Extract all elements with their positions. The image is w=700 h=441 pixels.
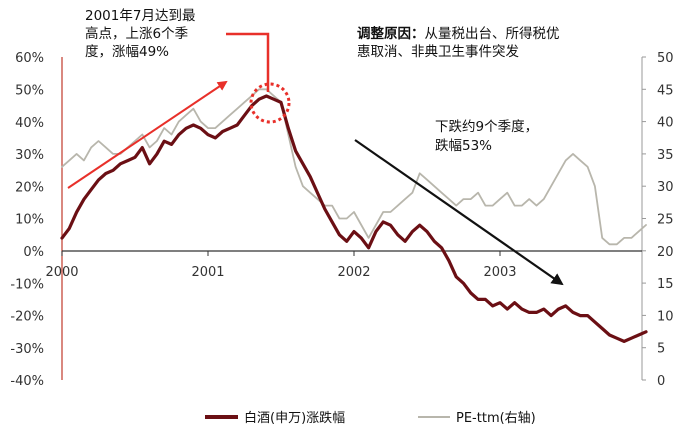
- legend-label-pe: PE-ttm(右轴): [456, 411, 536, 426]
- right-tick-label: 0: [657, 374, 665, 389]
- left-tick-label: 10%: [15, 213, 44, 228]
- left-tick-label: 40%: [15, 116, 44, 131]
- peak-annotation: 2001年7月达到最 高点，上涨6个季 度，涨幅49%: [67, 8, 291, 189]
- left-tick-label: 0%: [23, 245, 44, 260]
- right-tick-label: 45: [657, 83, 674, 98]
- peak-note-line-1: 2001年7月达到最: [85, 8, 196, 24]
- left-tick-label: -10%: [10, 277, 44, 292]
- left-tick-label: 20%: [15, 180, 44, 195]
- downtrend-arrow: [354, 139, 564, 286]
- decline-annotation: 下跌约9个季度， 跌幅53%: [354, 119, 564, 286]
- left-tick-label: -20%: [10, 310, 44, 325]
- left-axis-tick-labels: -40% -30% -20% -10% 0% 10% 20% 30% 40% 50% 60%: [10, 51, 44, 389]
- x-tick-label: 2002: [337, 265, 370, 280]
- svg-text:调整原因：从量税出台、所得税优: 调整原因：从量税出台、所得税优: [357, 25, 560, 42]
- peak-highlight-circle: [249, 82, 291, 124]
- decline-note-line-2: 跌幅53%: [435, 138, 492, 154]
- right-tick-label: 15: [657, 277, 674, 292]
- peak-note-line-3: 度，涨幅49%: [85, 44, 169, 60]
- right-tick-label: 25: [657, 213, 674, 228]
- peak-callout-connector: [226, 32, 270, 92]
- legend-label-liquor: 白酒(申万)涨跌幅: [244, 410, 345, 426]
- left-tick-label: -30%: [10, 342, 44, 357]
- decline-note-line-1: 下跌约9个季度，: [435, 119, 538, 135]
- reason-text-2: 惠取消、非典卫生事件突发: [357, 44, 519, 60]
- peak-note-line-2: 高点，上涨6个季: [85, 25, 188, 42]
- liquor-index-change-line: [60, 94, 648, 343]
- left-tick-label: -40%: [10, 374, 44, 389]
- legend: 白酒(申万)涨跌幅 PE-ttm(右轴): [205, 410, 536, 426]
- reason-annotation: 调整原因：从量税出台、所得税优 惠取消、非典卫生事件突发: [357, 25, 560, 60]
- axes: [61, 57, 643, 380]
- right-tick-label: 5: [657, 342, 665, 357]
- x-tick-label: 2001: [191, 265, 224, 280]
- right-axis-tick-labels: 0 5 10 15 20 25 30 35 40 45 50: [642, 51, 674, 389]
- right-tick-label: 50: [657, 51, 674, 66]
- uptrend-arrow: [67, 80, 228, 189]
- left-tick-label: 30%: [15, 148, 44, 163]
- right-tick-label: 10: [657, 309, 674, 324]
- x-axis-tick-labels: 2000 2001 2002 2003: [45, 251, 517, 280]
- x-tick-label: 2000: [45, 265, 78, 280]
- right-tick-label: 40: [657, 116, 674, 131]
- right-tick-label: 20: [657, 245, 674, 260]
- x-tick-label: 2003: [483, 265, 516, 280]
- left-tick-label: 50%: [15, 84, 44, 99]
- right-tick-label: 30: [657, 180, 674, 195]
- left-tick-label: 60%: [15, 51, 44, 66]
- pe-ttm-line: [61, 88, 647, 246]
- reason-text-1: 从量税出台、所得税优: [425, 25, 560, 42]
- right-tick-label: 35: [657, 148, 674, 163]
- reason-label: 调整原因：: [357, 25, 425, 42]
- series-lines: [60, 88, 648, 343]
